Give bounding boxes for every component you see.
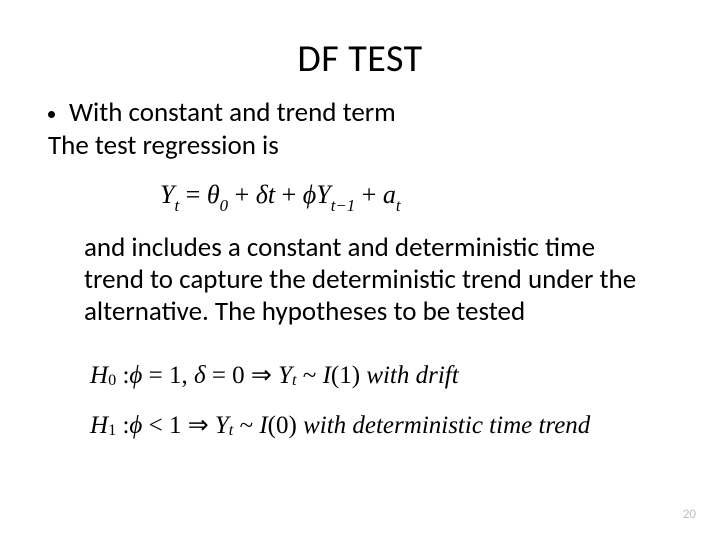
bullet-dot-icon [48, 111, 55, 118]
explanation-paragraph: and includes a constant and deterministi… [84, 232, 660, 328]
h1-tail: with deterministic time trend [297, 406, 590, 446]
hypothesis-h0: H0 : ϕ = 1, δ = 0 ⇒ Yt ~ I(1) with drift [90, 356, 680, 396]
h0-tail: with drift [360, 356, 459, 396]
hypotheses-block: H0 : ϕ = 1, δ = 0 ⇒ Yt ~ I(1) with drift… [90, 356, 680, 446]
body-line-regression: The test regression is [48, 129, 680, 162]
bullet-text: With constant and trend term [69, 96, 396, 129]
page-number: 20 [683, 507, 696, 522]
regression-equation: Yt = θ0 + δt + ϕYt−1 + at [160, 180, 680, 214]
hypothesis-h1: H1 : ϕ < 1 ⇒ Yt ~ I(0) with deterministi… [90, 406, 680, 446]
bullet-line: With constant and trend term [48, 96, 680, 129]
slide-title: DF TEST [40, 36, 680, 82]
